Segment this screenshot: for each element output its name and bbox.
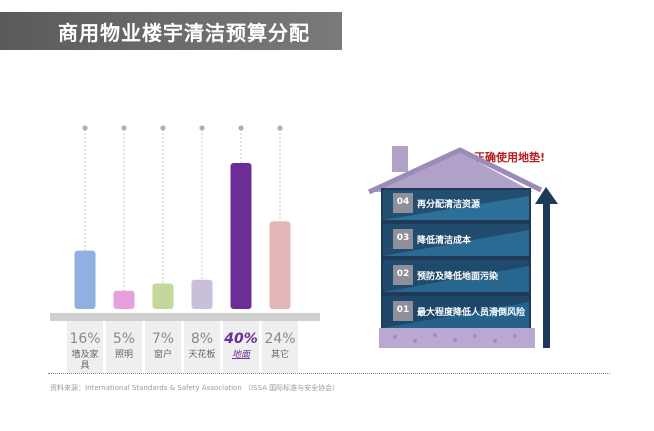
step-badge (393, 193, 413, 213)
category-label: 照明 (115, 349, 133, 360)
category-label: 具 (80, 360, 89, 371)
bar (152, 283, 174, 309)
label-box (145, 321, 181, 373)
label-box (223, 321, 259, 373)
divider (48, 373, 610, 374)
step-badge (393, 301, 413, 321)
guide-dot (121, 125, 127, 131)
value-label: 5% (113, 331, 135, 347)
step-number: 02 (396, 269, 410, 279)
label-box (106, 321, 142, 373)
bar (269, 221, 291, 309)
value-label: 24% (264, 331, 295, 347)
arrow-label: 正确使用地垫! (474, 151, 546, 164)
value-label: 8% (191, 331, 213, 347)
chimney (392, 146, 408, 172)
value-label: 40% (223, 331, 258, 347)
step-text: 降低清洁成本 (417, 236, 472, 246)
step-number: 01 (396, 305, 410, 315)
step-number: 03 (396, 233, 410, 243)
bar (74, 250, 96, 309)
up-arrow-shaft (543, 202, 550, 348)
source-note: 资料来源：International Standards & Safety As… (50, 384, 340, 392)
step-badge (393, 265, 413, 285)
value-label: 7% (152, 331, 174, 347)
category-label: 地面 (232, 349, 252, 360)
bar (230, 163, 252, 309)
up-arrow-head (535, 187, 558, 204)
bar (191, 279, 213, 309)
guide-dot (82, 125, 88, 131)
bar (113, 290, 135, 309)
label-box (184, 321, 220, 373)
category-label: 墙及家 (71, 348, 98, 360)
house-illustration (367, 146, 558, 348)
roof-edge (367, 147, 543, 195)
step-text: 预防及降低地面污染 (417, 272, 499, 282)
page-title: 商用物业楼宇清洁预算分配 (58, 21, 310, 45)
step-text: 再分配清洁资源 (417, 200, 481, 210)
chart-baseline (50, 313, 320, 321)
value-label: 16% (69, 331, 100, 347)
category-label: 窗户 (154, 348, 172, 360)
floor-mat (379, 328, 535, 348)
category-label: 天花板 (188, 348, 215, 360)
guide-dot (199, 125, 205, 131)
floor-mat-pattern (393, 333, 517, 343)
roof (371, 152, 533, 192)
step-text: 最大程度降低人员滑倒风险 (417, 308, 526, 318)
step-badge (393, 229, 413, 249)
label-box (67, 321, 103, 373)
step-number: 04 (396, 197, 410, 207)
guide-dot (238, 125, 244, 131)
label-box (262, 321, 298, 373)
guide-dot (277, 125, 283, 131)
category-label: 其它 (271, 348, 289, 360)
guide-dot (160, 125, 166, 131)
title-bar: 商用物业楼宇清洁预算分配 (0, 12, 342, 50)
